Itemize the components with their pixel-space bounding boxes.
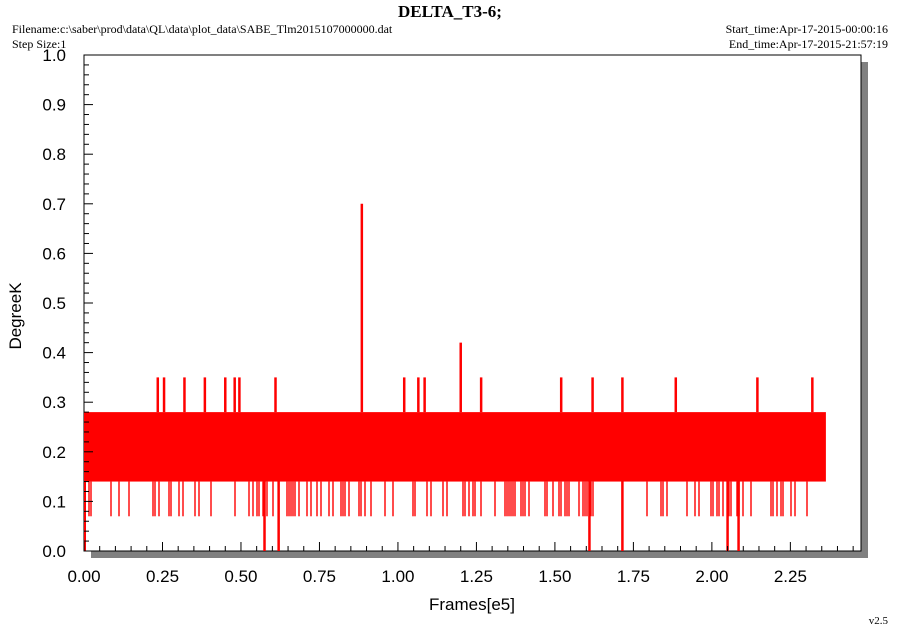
- x-tick-label: 1.50: [538, 567, 571, 586]
- version-label: v2.5: [868, 615, 888, 627]
- y-tick-label: 0.3: [42, 393, 66, 412]
- x-axis-label: Frames[e5]: [429, 595, 515, 614]
- axes: 0.0 0.1 0.2 0.3 0.4 0.5 0.6 0.7 0.8 0.9 1.0 0.00 0.2…: [42, 46, 854, 586]
- data-series: [84, 203, 826, 551]
- y-tick-label: 0.0: [42, 542, 66, 561]
- y-tick-label: 0.6: [42, 244, 66, 263]
- x-tick-label: 1.25: [460, 567, 493, 586]
- step-size-label: Step Size:1: [12, 37, 67, 51]
- x-tick-label: 2.00: [695, 567, 728, 586]
- y-tick-label: 0.1: [42, 492, 66, 511]
- x-tick-label: 0.00: [67, 567, 100, 586]
- y-tick-label: 1.0: [42, 46, 66, 65]
- end-time-label: End_time:Apr-17-2015-21:57:19: [728, 37, 888, 51]
- y-tick-label: 0.7: [42, 195, 66, 214]
- chart-title: DELTA_T3-6;: [398, 2, 502, 21]
- x-tick-label: 0.50: [224, 567, 257, 586]
- x-tick-label: 0.75: [303, 567, 336, 586]
- y-axis-label: DegreeK: [6, 282, 25, 350]
- signal-band: [85, 412, 826, 482]
- y-tick-label: 0.4: [42, 344, 66, 363]
- x-tick-label: 0.25: [146, 567, 179, 586]
- y-tick-label: 0.9: [42, 96, 66, 115]
- filename-label: Filename:c:\saber\prod\data\QL\data\plot…: [12, 22, 393, 36]
- x-tick-label: 1.75: [617, 567, 650, 586]
- x-tick-label: 2.25: [774, 567, 807, 586]
- y-tick-label: 0.8: [42, 145, 66, 164]
- y-tick-label: 0.2: [42, 443, 66, 462]
- start-time-label: Start_time:Apr-17-2015-00:00:16: [725, 22, 888, 36]
- x-tick-label: 1.00: [381, 567, 414, 586]
- y-tick-label: 0.5: [42, 294, 66, 313]
